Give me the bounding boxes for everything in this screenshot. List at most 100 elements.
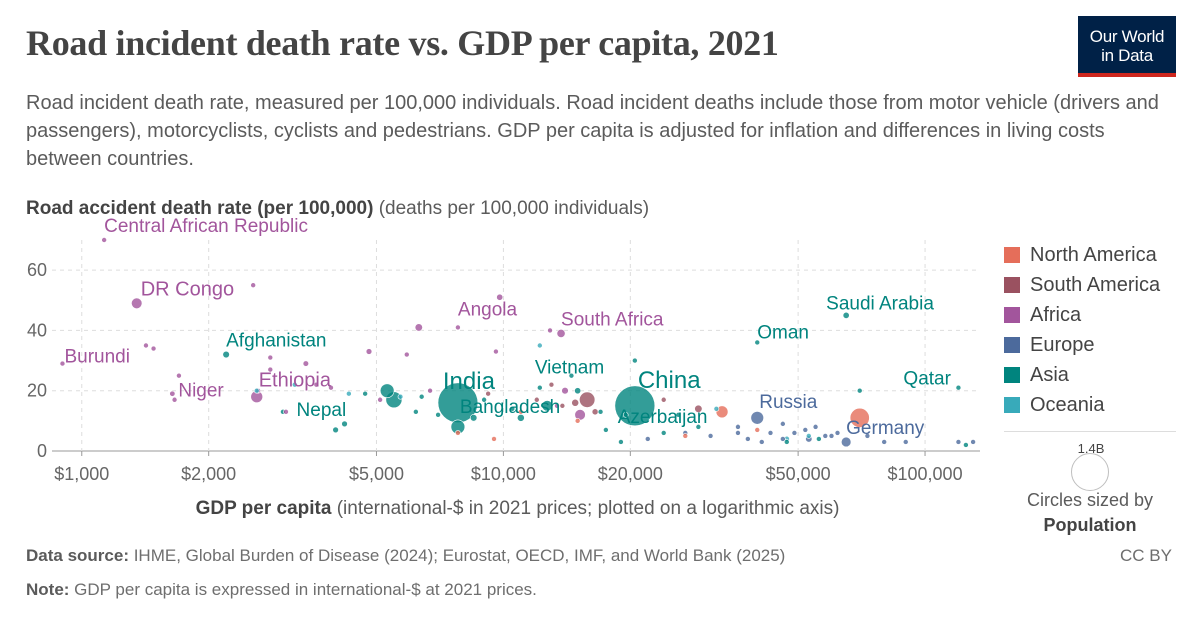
data-point bbox=[143, 342, 149, 349]
data-point bbox=[537, 342, 543, 349]
data-point bbox=[518, 409, 524, 415]
legend-swatch bbox=[1004, 247, 1020, 263]
data-point bbox=[328, 384, 334, 391]
legend-item[interactable]: Asia bbox=[1004, 360, 1160, 390]
data-point bbox=[559, 402, 566, 409]
point-label: Niger bbox=[178, 381, 224, 402]
data-point bbox=[597, 409, 604, 415]
data-point bbox=[767, 430, 774, 436]
y-tick-label: 60 bbox=[27, 260, 47, 280]
data-point bbox=[834, 430, 841, 436]
point-label: Burundi bbox=[64, 347, 130, 368]
legend-label: South America bbox=[1030, 273, 1161, 296]
data-point bbox=[493, 348, 499, 355]
size-legend-value: 1.4B bbox=[1077, 441, 1105, 456]
owid-logo[interactable]: Our World in Data bbox=[1078, 16, 1176, 77]
data-point bbox=[267, 354, 274, 361]
data-point bbox=[735, 424, 741, 430]
legend-item[interactable]: Oceania bbox=[1004, 390, 1160, 420]
data-source: Data source: IHME, Global Burden of Dise… bbox=[26, 546, 785, 566]
legend-label: North America bbox=[1030, 243, 1157, 266]
y-tick-label: 0 bbox=[37, 441, 47, 461]
legend-item[interactable]: Africa bbox=[1004, 300, 1160, 330]
point-label: Afghanistan bbox=[226, 331, 326, 352]
data-point bbox=[171, 396, 178, 403]
logo-line-1: Our World bbox=[1089, 27, 1165, 46]
data-point bbox=[413, 409, 419, 415]
chart-title: Road incident death rate vs. GDP per cap… bbox=[26, 23, 779, 63]
data-point bbox=[802, 427, 809, 433]
data-point bbox=[533, 396, 540, 403]
data-point bbox=[313, 381, 320, 388]
y-axis-title-unit: (deaths per 100,000 individuals) bbox=[373, 198, 650, 219]
data-point bbox=[780, 436, 786, 442]
legend-swatch bbox=[1004, 277, 1020, 293]
legend-item[interactable]: South America bbox=[1004, 270, 1160, 300]
data-point bbox=[822, 433, 829, 439]
size-legend-circle bbox=[1071, 453, 1109, 491]
data-point bbox=[849, 407, 870, 428]
data-point bbox=[561, 387, 569, 395]
data-source-label: Data source: bbox=[26, 546, 129, 565]
data-point bbox=[881, 439, 887, 445]
color-legend: North America South America Africa Europe As… bbox=[1004, 240, 1160, 420]
legend-label: Africa bbox=[1030, 303, 1082, 326]
point-label: DR Congo bbox=[141, 278, 234, 300]
point-label: Central African Republic bbox=[104, 216, 308, 237]
data-point bbox=[250, 282, 256, 289]
logo-line-2: in Data bbox=[1101, 46, 1153, 65]
data-point bbox=[568, 372, 575, 379]
data-point bbox=[491, 436, 497, 442]
legend-item[interactable]: North America bbox=[1004, 240, 1160, 270]
point-label: Vietnam bbox=[535, 358, 604, 379]
size-legend-note-line2: Population bbox=[1043, 515, 1137, 535]
data-point bbox=[548, 381, 555, 388]
data-source-text: IHME, Global Burden of Disease (2024); E… bbox=[128, 546, 786, 565]
legend-divider bbox=[1004, 431, 1176, 432]
point-label: China bbox=[638, 367, 701, 394]
data-point bbox=[828, 433, 835, 439]
data-point bbox=[695, 424, 702, 430]
x-tick-label: $20,000 bbox=[598, 464, 663, 484]
data-point bbox=[101, 237, 107, 243]
x-axis-title-bold: GDP per capita bbox=[195, 498, 332, 519]
data-point bbox=[816, 436, 822, 442]
data-point bbox=[537, 384, 543, 391]
data-point bbox=[574, 418, 581, 424]
data-point bbox=[302, 360, 309, 367]
legend-swatch bbox=[1004, 337, 1020, 353]
data-point bbox=[397, 393, 404, 400]
data-point bbox=[955, 384, 962, 391]
x-tick-label: $10,000 bbox=[471, 464, 536, 484]
point-label: Russia bbox=[759, 392, 818, 413]
data-point bbox=[750, 411, 764, 425]
point-label: Nepal bbox=[297, 400, 347, 421]
legend-swatch bbox=[1004, 397, 1020, 413]
legend-label: Oceania bbox=[1030, 393, 1105, 416]
data-point bbox=[694, 404, 703, 413]
data-point bbox=[556, 329, 566, 338]
data-point bbox=[131, 297, 143, 309]
data-point bbox=[377, 396, 383, 403]
data-point bbox=[379, 383, 395, 398]
data-point bbox=[418, 393, 425, 400]
data-point bbox=[341, 420, 348, 428]
point-label: Bangladesh bbox=[460, 397, 560, 418]
legend-item[interactable]: Europe bbox=[1004, 330, 1160, 360]
chart-note-text: GDP per capita is expressed in internati… bbox=[69, 580, 537, 599]
data-point bbox=[622, 412, 629, 418]
point-label: Ethiopia bbox=[259, 370, 332, 392]
data-point bbox=[346, 390, 352, 397]
data-point bbox=[707, 433, 714, 439]
data-point bbox=[675, 412, 682, 418]
y-tick-label: 20 bbox=[27, 381, 47, 401]
data-point bbox=[713, 405, 720, 412]
data-point bbox=[754, 339, 761, 346]
size-legend-note: Circles sized by Population bbox=[1004, 488, 1176, 538]
data-point bbox=[754, 427, 761, 433]
data-point bbox=[283, 409, 289, 415]
point-label: Azerbaijan bbox=[618, 407, 708, 428]
license-link[interactable]: CC BY bbox=[1120, 546, 1172, 565]
data-point bbox=[554, 402, 560, 409]
data-point bbox=[745, 436, 751, 442]
